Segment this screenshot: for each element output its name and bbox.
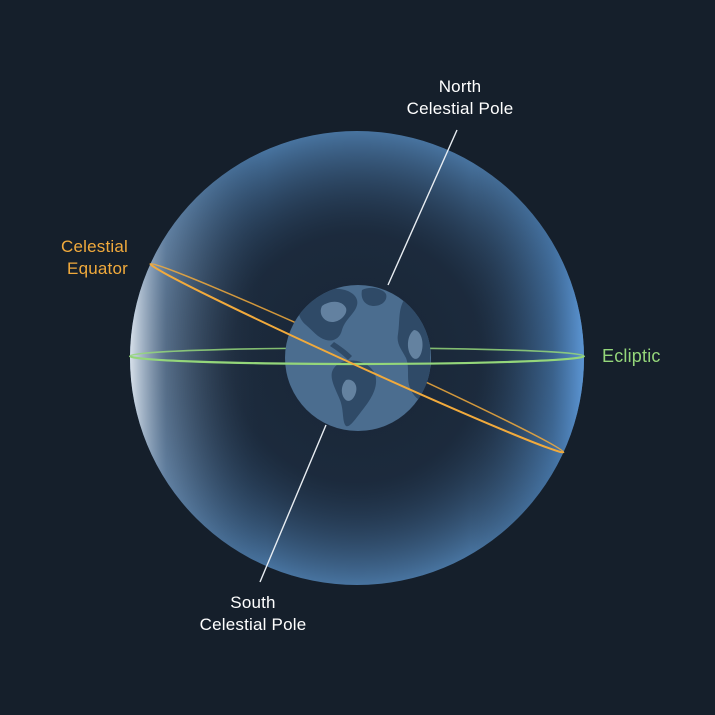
ecliptic-label: Ecliptic [602,346,661,366]
celestial-equator-label-line2: Equator [67,259,128,278]
pole-axis-south [259,424,327,583]
north-pole-label-line2: Celestial Pole [406,99,514,118]
south-celestial-pole-label: South Celestial Pole [173,592,333,636]
earth [285,285,431,431]
celestial-equator-ring-front [149,262,565,454]
south-pole-label-line2: Celestial Pole [199,615,307,634]
pole-axis-north [387,129,458,286]
celestial-equator-label: Celestial Equator [10,236,128,280]
north-pole-label-line1: North [438,77,482,96]
north-celestial-pole-label: North Celestial Pole [380,76,540,120]
south-pole-label-line1: South [230,593,276,612]
ecliptic-ring-front [128,354,586,366]
celestial-equator-label-line1: Celestial [61,237,128,256]
